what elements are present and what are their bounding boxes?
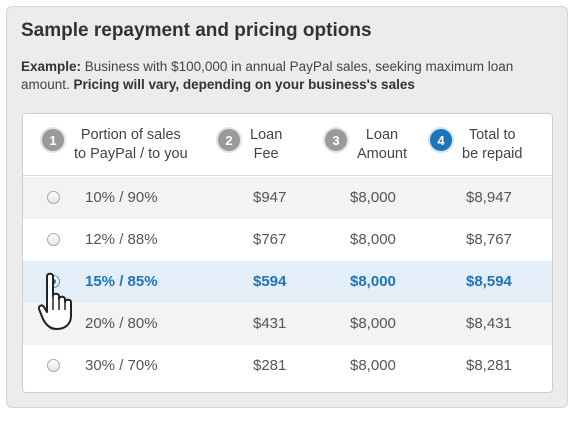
table-row[interactable]: 12% / 88% $767 $8,000 $8,767 xyxy=(23,219,552,261)
amount-cell: $8,000 xyxy=(350,273,396,290)
panel-title: Sample repayment and pricing options xyxy=(21,20,372,41)
portion-cell: 12% / 88% xyxy=(85,231,158,248)
total-cell: $8,947 xyxy=(466,189,512,206)
fee-cell: $947 xyxy=(253,189,287,206)
table-row[interactable]: 30% / 70% $281 $8,000 $8,281 xyxy=(23,345,552,387)
column-header-line: Fee xyxy=(253,146,279,162)
total-cell: $8,281 xyxy=(466,357,512,374)
example-description: Example: Business with $100,000 in annua… xyxy=(21,58,561,94)
radio-button-icon[interactable] xyxy=(47,191,60,204)
column-header-label: Loan Fee xyxy=(250,126,282,164)
fee-cell: $431 xyxy=(253,315,287,332)
radio-button-icon[interactable] xyxy=(47,233,60,246)
column-header-portion: 1 Portion of sales to PayPal / to you xyxy=(42,126,188,164)
column-header-line: Loan xyxy=(250,127,283,143)
portion-cell: 10% / 90% xyxy=(85,189,158,206)
step-number-badge: 1 xyxy=(42,129,64,151)
portion-cell: 30% / 70% xyxy=(85,357,158,374)
total-cell: $8,594 xyxy=(466,273,512,290)
column-header-line: Portion of sales xyxy=(80,127,181,143)
radio-button-icon[interactable] xyxy=(47,359,60,372)
example-text: Business with $100,000 in annual PayPal … xyxy=(21,59,514,92)
fee-cell: $594 xyxy=(253,273,287,290)
table-row[interactable]: 20% / 80% $431 $8,000 $8,431 xyxy=(23,303,552,345)
portion-cell: 15% / 85% xyxy=(85,273,158,290)
amount-cell: $8,000 xyxy=(350,189,396,206)
fee-cell: $281 xyxy=(253,357,287,374)
hand-pointer-icon xyxy=(38,272,72,330)
total-cell: $8,767 xyxy=(466,231,512,248)
amount-cell: $8,000 xyxy=(350,315,396,332)
column-header-amount: 3 Loan Amount xyxy=(325,126,407,164)
column-header-fee: 2 Loan Fee xyxy=(218,126,282,164)
pricing-options-panel: Sample repayment and pricing options Exa… xyxy=(6,6,568,408)
portion-cell: 20% / 80% xyxy=(85,315,158,332)
table-header: 1 Portion of sales to PayPal / to you 2 … xyxy=(23,114,552,176)
column-header-line: to PayPal / to you xyxy=(74,146,188,162)
column-header-total: 4 Total to be repaid xyxy=(430,126,522,164)
amount-cell: $8,000 xyxy=(350,357,396,374)
pricing-note: Pricing will vary, depending on your bus… xyxy=(73,77,415,92)
fee-cell: $767 xyxy=(253,231,287,248)
column-header-label: Total to be repaid xyxy=(462,126,522,164)
column-header-line: Loan xyxy=(365,127,399,143)
column-header-line: be repaid xyxy=(462,146,523,162)
total-cell: $8,431 xyxy=(466,315,512,332)
table-row-selected[interactable]: 15% / 85% $594 $8,000 $8,594 xyxy=(23,261,552,303)
column-header-line: Amount xyxy=(357,146,407,162)
pricing-table: 1 Portion of sales to PayPal / to you 2 … xyxy=(22,113,553,393)
step-number-badge: 2 xyxy=(218,129,240,151)
column-header-label: Loan Amount xyxy=(357,126,407,164)
amount-cell: $8,000 xyxy=(350,231,396,248)
table-row[interactable]: 10% / 90% $947 $8,000 $8,947 xyxy=(23,177,552,219)
column-header-label: Portion of sales to PayPal / to you xyxy=(74,126,188,164)
step-number-badge: 3 xyxy=(325,129,347,151)
step-number-badge: 4 xyxy=(430,129,452,151)
column-header-line: Total to xyxy=(468,127,516,143)
example-label: Example: xyxy=(21,59,82,74)
